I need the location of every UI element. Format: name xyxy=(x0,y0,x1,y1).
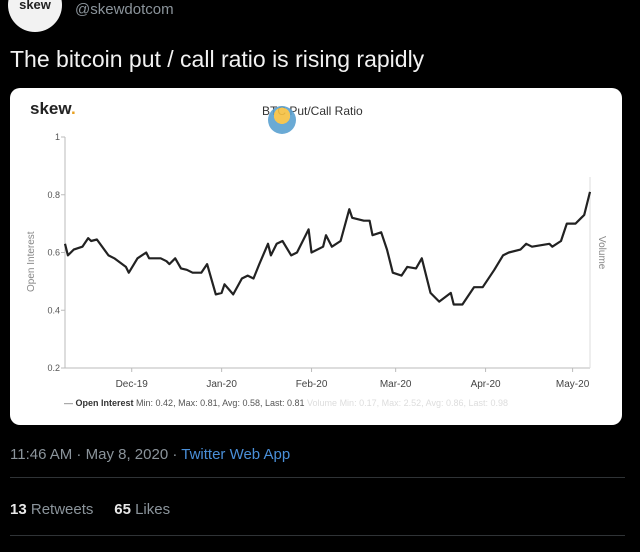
series-line-open-interest xyxy=(63,191,592,306)
retweets-label: Retweets xyxy=(30,501,94,518)
like-count: 65 xyxy=(114,501,131,518)
tweet-source[interactable]: Twitter Web App xyxy=(181,446,291,463)
tweet-date[interactable]: May 8, 2020 xyxy=(85,446,169,463)
logo-text: skew xyxy=(30,99,71,118)
legend-swatch: — xyxy=(64,398,73,408)
legend-open-interest-stats: Min: 0.42, Max: 0.81, Avg: 0.58, Last: 0… xyxy=(136,398,305,408)
x-tick-label: Apr-20 xyxy=(471,379,501,390)
user-handle[interactable]: @skewdotcom xyxy=(75,1,174,18)
y-tick-label: 0.4 xyxy=(47,305,60,315)
x-tick-label: May-20 xyxy=(556,379,590,390)
retweets-link[interactable]: 13 Retweets xyxy=(10,501,93,518)
tweet-time[interactable]: 11:46 AM xyxy=(10,446,73,463)
emoji-overlay-icon xyxy=(268,106,296,134)
x-tick-label: Jan-20 xyxy=(206,379,237,390)
y-tick-label: 1 xyxy=(55,132,60,142)
tweet-meta: 11:46 AM · May 8, 2020 · Twitter Web App xyxy=(10,446,291,463)
y-tick-label: 0.6 xyxy=(47,248,60,258)
legend-volume-label[interactable]: Volume xyxy=(307,398,338,408)
y-axis-label-right: Volume xyxy=(596,236,607,270)
tweet-text: The bitcoin put / call ratio is rising r… xyxy=(10,46,425,72)
tweet-stats: 13 Retweets 65 Likes xyxy=(10,501,170,518)
avatar-text: skew xyxy=(19,0,51,12)
chart-legend: — Open Interest Min: 0.42, Max: 0.81, Av… xyxy=(64,398,508,408)
y-axis-label-left: Open Interest xyxy=(26,231,37,292)
logo-dot: . xyxy=(70,99,76,118)
likes-label: Likes xyxy=(135,501,171,518)
y-tick-label: 0.2 xyxy=(47,363,60,373)
x-tick-label: Mar-20 xyxy=(380,379,412,390)
retweet-count: 13 xyxy=(10,501,27,518)
x-tick-label: Dec-19 xyxy=(116,379,149,390)
x-tick-label: Feb-20 xyxy=(296,379,328,390)
divider xyxy=(10,477,625,478)
skew-logo: skew. xyxy=(30,99,76,119)
legend-volume-stats: Min: 0.17, Max: 2.52, Avg: 0.86, Last: 0… xyxy=(339,398,509,408)
likes-link[interactable]: 65 Likes xyxy=(114,501,170,518)
divider xyxy=(10,535,625,536)
legend-open-interest-label[interactable]: Open Interest xyxy=(75,398,134,408)
y-tick-label: 0.8 xyxy=(47,190,60,200)
